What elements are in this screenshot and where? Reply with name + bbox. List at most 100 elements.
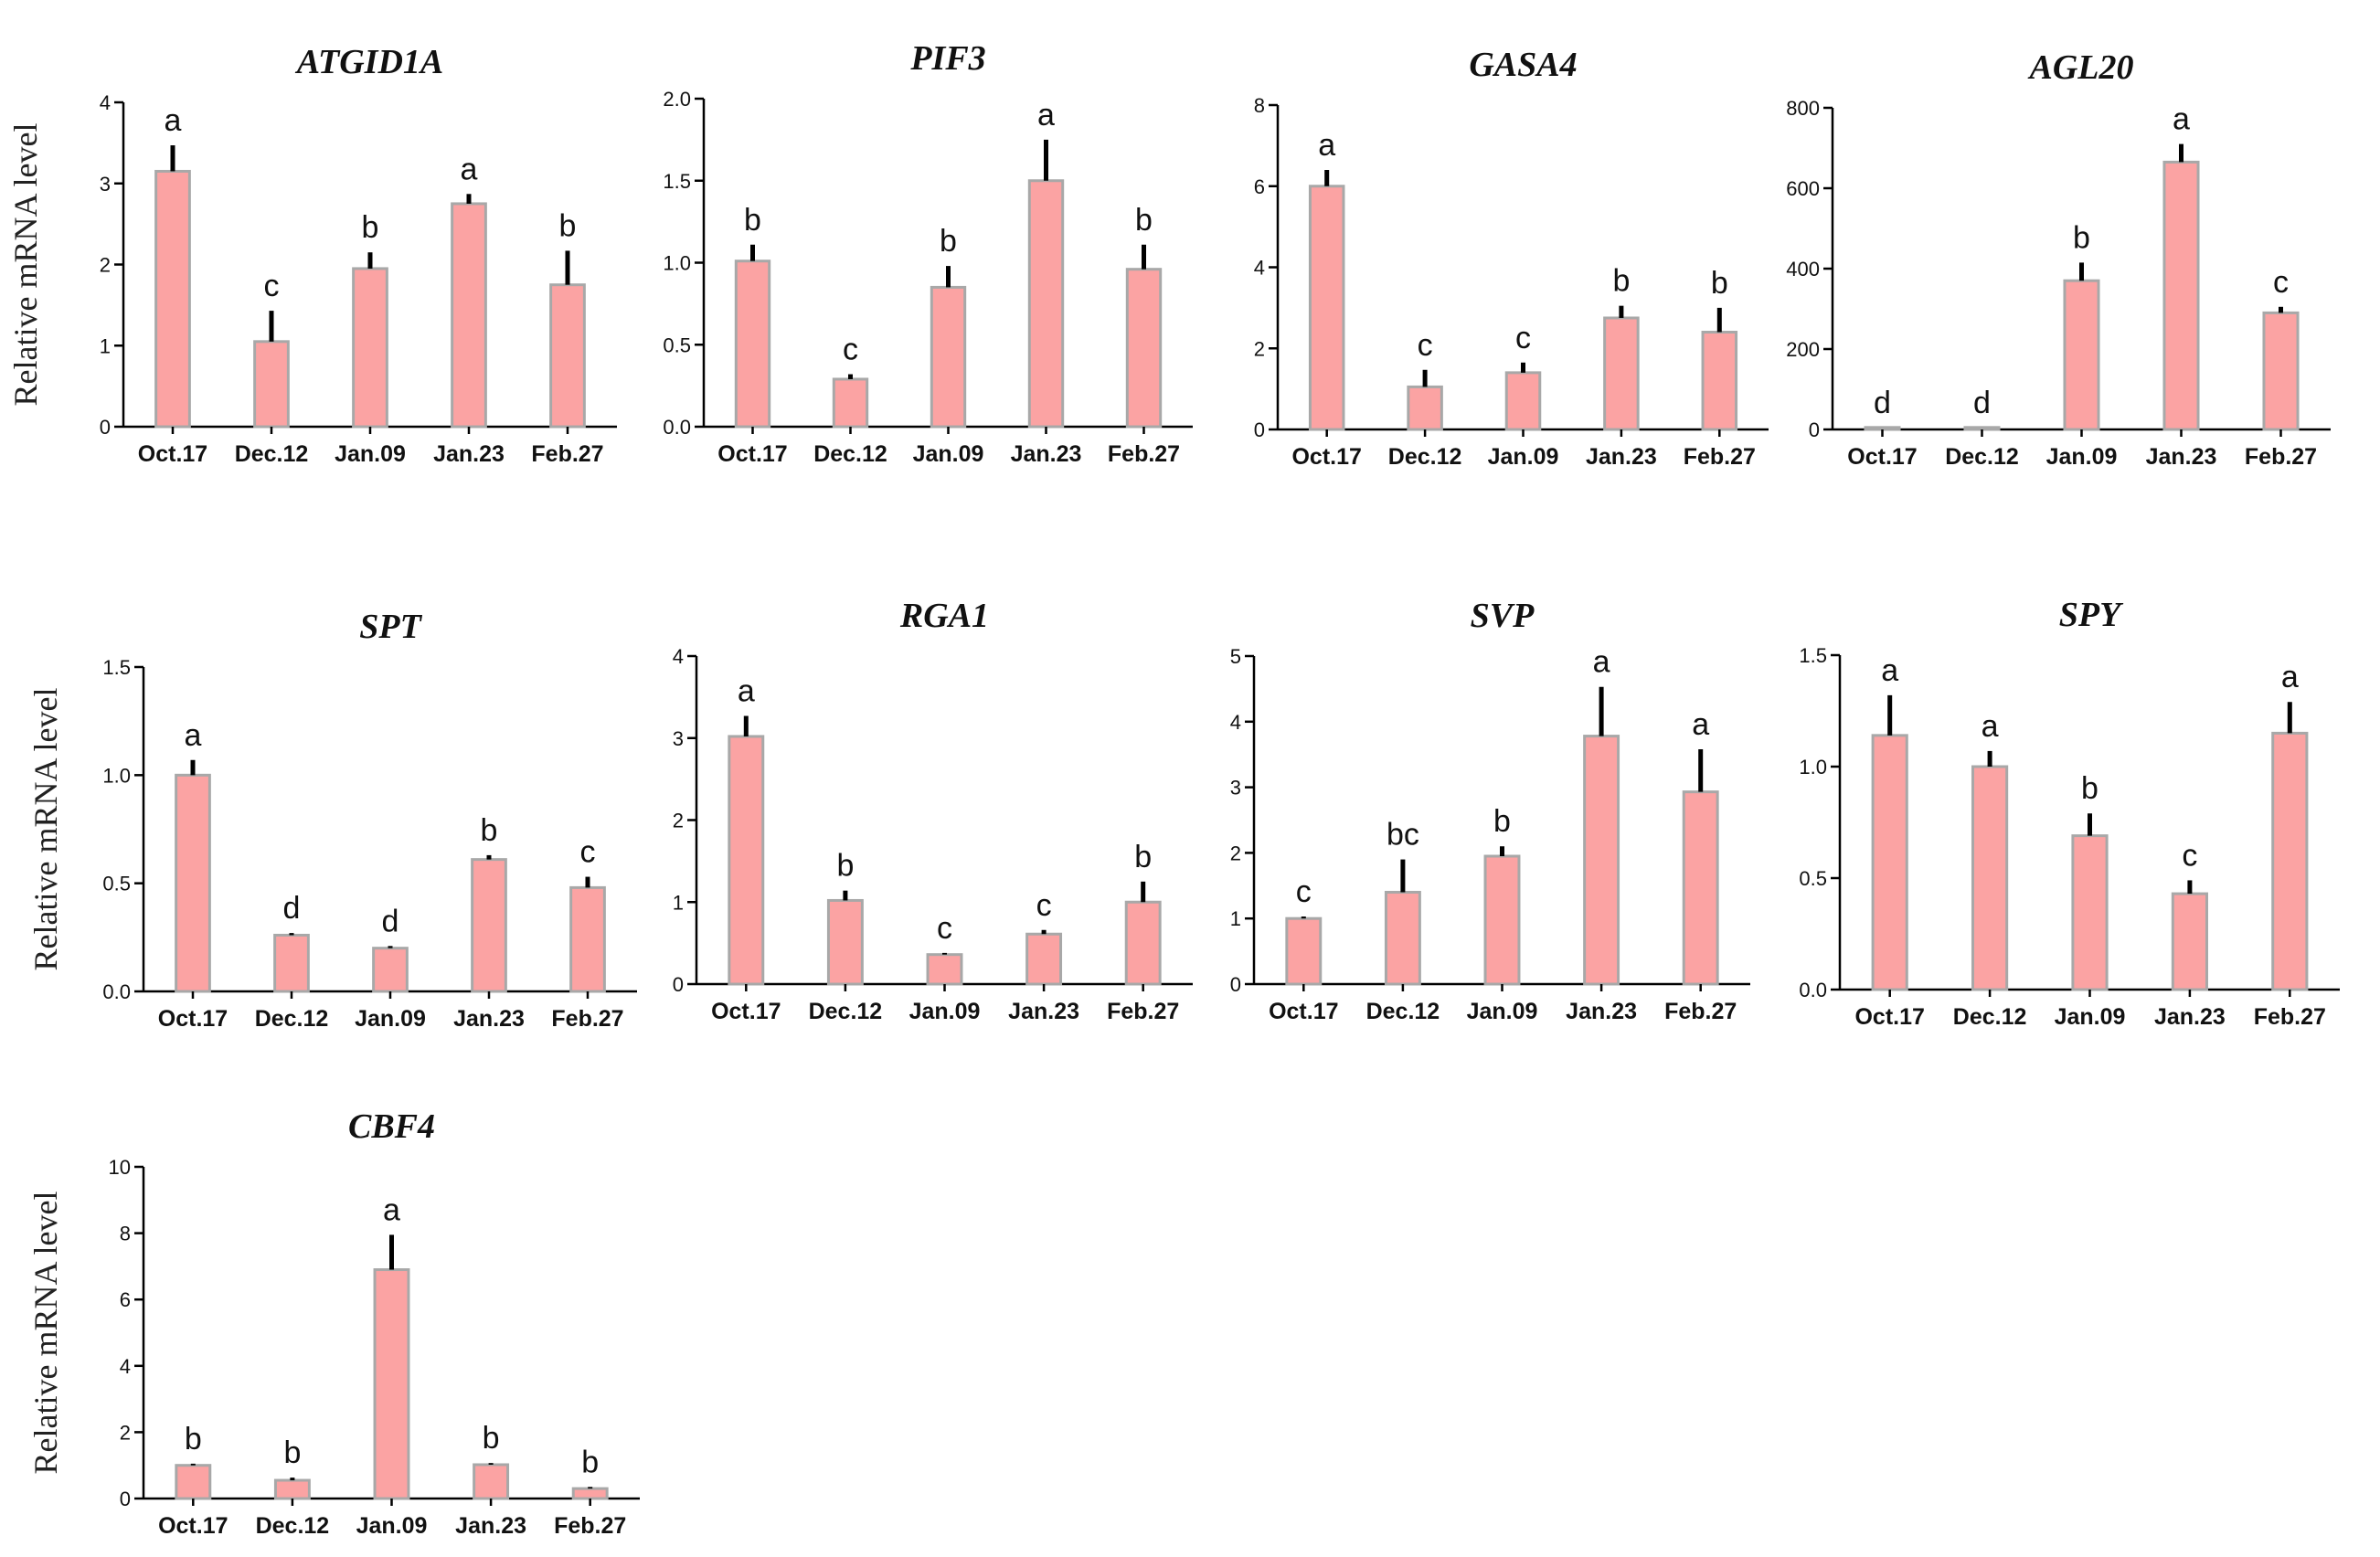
significance-letter: b xyxy=(1612,264,1630,299)
bar xyxy=(826,898,864,986)
significance-letter: a xyxy=(1881,653,1898,688)
x-tick-label: Jan.23 xyxy=(2146,444,2217,470)
y-tick-label: 8 xyxy=(1254,94,1265,117)
bar xyxy=(1384,890,1421,986)
x-tick-label: Jan.09 xyxy=(913,441,984,467)
x-tick-label: Jan.09 xyxy=(356,1513,428,1539)
x-tick-label: Feb.27 xyxy=(2245,444,2317,470)
x-tick-label: Feb.27 xyxy=(2254,1004,2326,1030)
significance-letter: a xyxy=(2173,102,2190,137)
y-tick-label: 1.5 xyxy=(1799,644,1827,667)
y-tick-label: 4 xyxy=(1230,711,1241,734)
significance-letter: c xyxy=(1296,874,1312,909)
y-axis-label: Relative mRNA level xyxy=(7,123,44,407)
chart-title: CBF4 xyxy=(348,1107,435,1146)
y-tick-label: 1.0 xyxy=(1799,756,1827,778)
y-tick-label: 800 xyxy=(1786,97,1820,120)
x-tick-label: Oct.17 xyxy=(1291,444,1361,470)
x-tick-label: Oct.17 xyxy=(717,441,787,467)
bar xyxy=(273,1478,311,1500)
chart-panel-5: SPT Relative mRNA level 0.0 0.5 1.0 1.5 a Oct.1… xyxy=(27,608,637,1032)
bar xyxy=(1027,179,1065,429)
x-tick-label: Feb.27 xyxy=(1107,999,1179,1024)
y-tick-label: 3 xyxy=(100,173,111,196)
chart-panel-2: PIF3 0.0 0.5 1.0 1.5 2.0 b Oct.17 c Dec.12 b Jan.09… xyxy=(663,39,1193,467)
significance-letter: b xyxy=(2073,220,2090,255)
y-tick-label: 4 xyxy=(673,645,684,668)
bar xyxy=(2063,279,2100,431)
x-tick-label: Jan.09 xyxy=(1488,444,1559,470)
bar xyxy=(734,260,771,429)
bar xyxy=(372,947,409,993)
x-tick-label: Jan.23 xyxy=(455,1513,526,1539)
y-tick-label: 200 xyxy=(1786,338,1820,361)
bar xyxy=(1583,735,1620,986)
x-tick-label: Oct.17 xyxy=(1269,999,1338,1024)
x-tick-label: Feb.27 xyxy=(531,441,603,467)
bar xyxy=(1483,854,1521,986)
x-tick-label: Jan.23 xyxy=(1011,441,1082,467)
y-tick-label: 2.0 xyxy=(663,88,691,111)
bar xyxy=(1963,426,2001,431)
significance-letter: a xyxy=(738,674,755,709)
y-tick-label: 1.0 xyxy=(102,764,131,787)
bar xyxy=(253,340,290,429)
bar xyxy=(1682,790,1719,986)
x-tick-label: Jan.23 xyxy=(2154,1004,2226,1030)
significance-letter: c xyxy=(1036,888,1052,923)
bar xyxy=(2071,834,2109,991)
y-tick-label: 4 xyxy=(100,91,111,114)
chart-title: AGL20 xyxy=(2028,48,2134,87)
chart-panel-8: SPY 0.0 0.5 1.0 1.5 a Oct.17 a Dec.12 b Jan.09 c Jan… xyxy=(1799,596,2340,1030)
y-tick-label: 1.0 xyxy=(663,252,691,275)
y-tick-label: 4 xyxy=(1254,257,1265,280)
significance-letter: a xyxy=(165,103,182,138)
y-tick-label: 0 xyxy=(673,973,684,996)
bar xyxy=(2262,311,2300,431)
x-tick-label: Dec.12 xyxy=(255,1006,329,1032)
y-tick-label: 0 xyxy=(1254,418,1265,441)
y-tick-label: 4 xyxy=(120,1355,131,1378)
significance-letter: b xyxy=(559,208,577,243)
y-tick-label: 3 xyxy=(673,727,684,750)
chart-title: SVP xyxy=(1471,597,1535,635)
y-tick-label: 1 xyxy=(100,334,111,357)
x-tick-label: Dec.12 xyxy=(1388,444,1462,470)
y-tick-label: 10 xyxy=(109,1156,131,1179)
x-tick-label: Jan.23 xyxy=(453,1006,525,1032)
bar xyxy=(451,202,487,429)
bar xyxy=(2271,731,2309,991)
significance-letter: b xyxy=(185,1422,202,1456)
significance-letter: a xyxy=(1692,707,1709,742)
y-tick-label: 1 xyxy=(673,891,684,914)
y-tick-label: 0.0 xyxy=(102,980,131,1003)
significance-letter: a xyxy=(383,1192,400,1227)
x-tick-label: Feb.27 xyxy=(1108,441,1180,467)
x-tick-label: Jan.09 xyxy=(355,1006,426,1032)
significance-letter: a xyxy=(461,152,478,186)
bar xyxy=(1308,185,1345,431)
x-tick-label: Oct.17 xyxy=(711,999,781,1024)
y-tick-label: 0.0 xyxy=(1799,979,1827,1001)
x-tick-label: Jan.23 xyxy=(1566,999,1637,1024)
chart-panel-6: RGA1 0 1 2 3 4 a Oct.17 b Dec.12 c Jan.09 c Jan.23 b Fe… xyxy=(673,597,1193,1024)
significance-letter: c xyxy=(937,911,952,946)
bar xyxy=(1125,268,1163,429)
x-tick-label: Dec.12 xyxy=(235,441,309,467)
significance-letter: c xyxy=(2182,838,2197,873)
significance-letter: c xyxy=(1418,328,1433,363)
bar xyxy=(352,267,388,429)
y-tick-label: 0.5 xyxy=(1799,867,1827,890)
chart-panel-3: GASA4 0 2 4 6 8 a Oct.17 c Dec.12 c Jan.09 b Jan.23 b F… xyxy=(1254,46,1769,470)
significance-letter: b xyxy=(1711,266,1728,301)
bar xyxy=(1864,426,1901,431)
significance-letter: bc xyxy=(1387,818,1419,853)
bar xyxy=(471,858,507,993)
x-tick-label: Dec.12 xyxy=(809,999,883,1024)
y-tick-label: 2 xyxy=(100,254,111,277)
significance-letter: b xyxy=(481,813,498,848)
x-tick-label: Jan.09 xyxy=(2055,1004,2126,1030)
y-tick-label: 600 xyxy=(1786,177,1820,200)
significance-letter: b xyxy=(836,849,854,884)
